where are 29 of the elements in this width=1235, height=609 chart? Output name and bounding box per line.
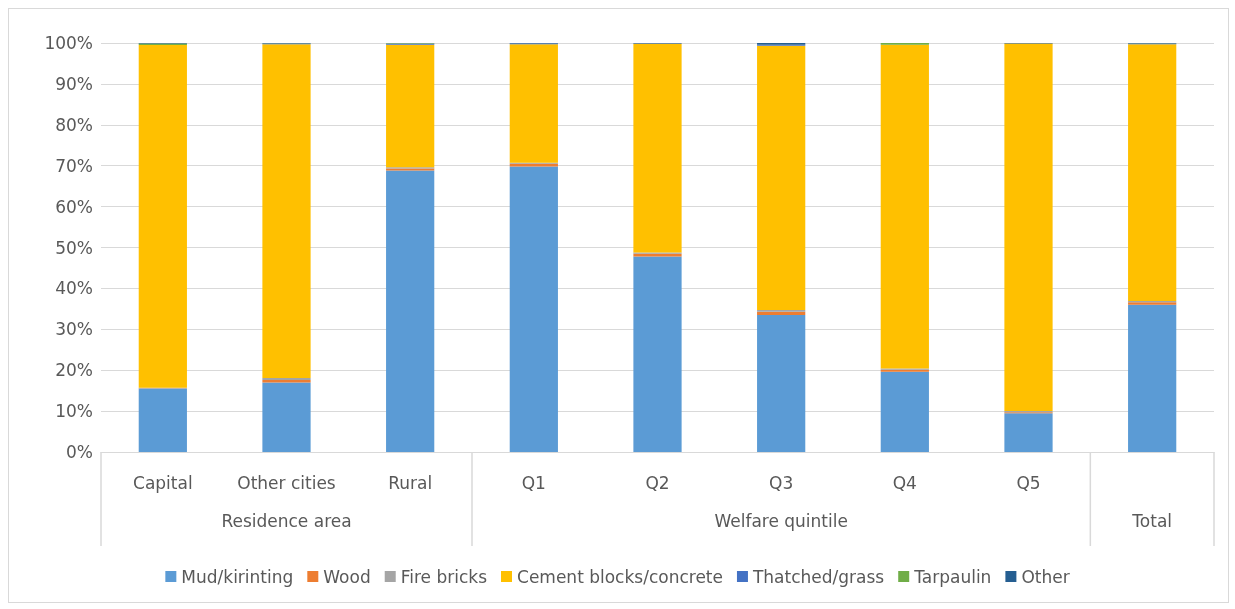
y-tick-label: 100% [44, 33, 93, 53]
text: Residence area [221, 510, 352, 531]
x-tick-label: Capital [133, 472, 193, 493]
legend-label: Fire bricks [400, 566, 488, 587]
y-tick-label: 50% [55, 237, 93, 258]
y-tick-label: 60% [55, 196, 93, 217]
y-tick-label: 80% [55, 114, 93, 135]
x-tick-label: Q2 [645, 472, 670, 493]
x-tick-label: Q1 [521, 472, 546, 493]
x-tick-label: Other cities [237, 472, 336, 493]
text: Welfare quintile [714, 510, 848, 531]
text: Total [1131, 510, 1173, 531]
y-tick-label: 70% [55, 155, 93, 176]
x-tick-label: Q3 [769, 472, 794, 493]
y-tick-label: 90% [55, 73, 93, 94]
legend-label: Mud/kirinting [181, 566, 294, 587]
legend-label: Tarpaulin [913, 566, 992, 587]
legend-label: Other [1021, 566, 1070, 587]
y-tick-label: 20% [55, 360, 93, 381]
legend-label: Cement blocks/concrete [517, 566, 723, 587]
x-tick-label: Rural [388, 472, 433, 493]
x-tick-label: Q4 [892, 472, 917, 493]
y-tick-label: 30% [55, 319, 93, 340]
y-tick-label: 10% [55, 401, 93, 422]
legend-label: Thatched/grass [751, 566, 885, 587]
y-tick-label: 40% [55, 278, 93, 299]
x-tick-label: Q5 [1016, 472, 1041, 493]
legend-label: Wood [323, 566, 371, 587]
y-tick-label: 0% [66, 442, 93, 462]
